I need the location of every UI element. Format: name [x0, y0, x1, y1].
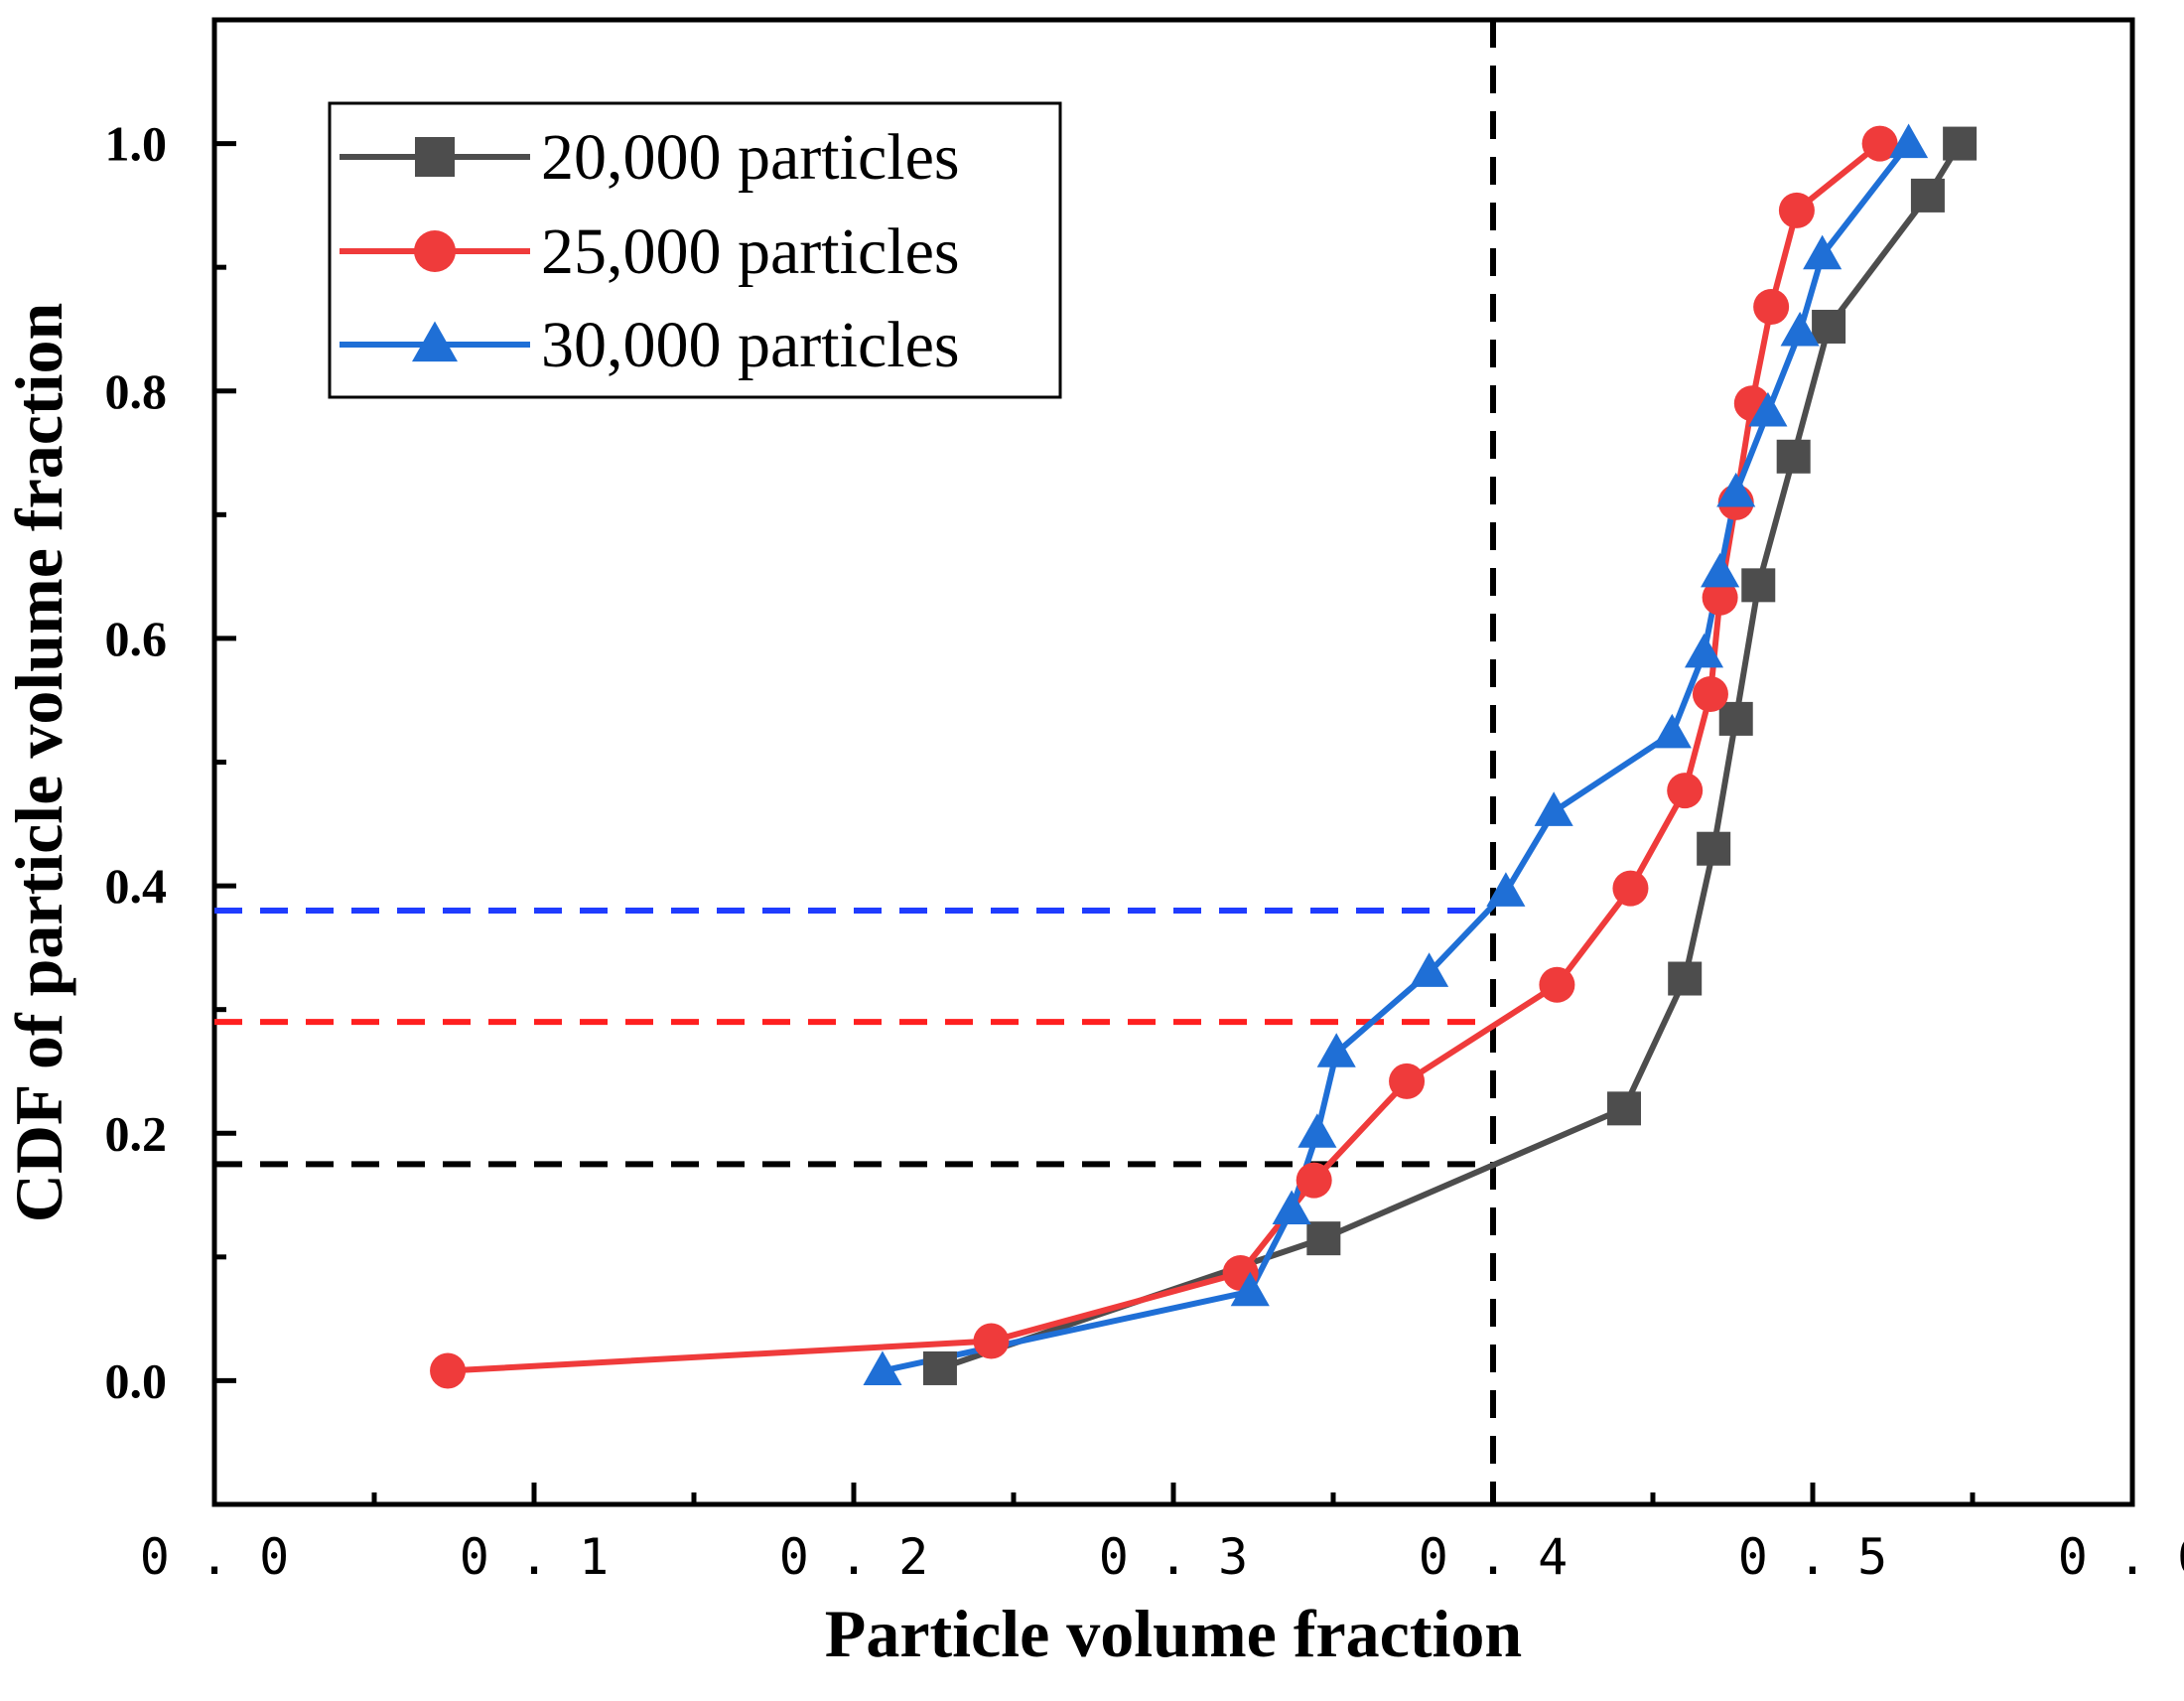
- data-point-s2-8: [1667, 773, 1704, 809]
- legend-label-3: 30,000 particles: [541, 309, 960, 381]
- legend-items: 20,000 particles 25,000 particles 30,000 p…: [340, 121, 960, 381]
- y-tick-label: 0.0: [105, 1352, 168, 1408]
- data-point-s3-3: [1272, 1190, 1311, 1225]
- data-point-s2-6: [1539, 966, 1575, 1003]
- data-point-s3-12: [1716, 472, 1756, 507]
- data-point-s2-5: [1389, 1063, 1426, 1099]
- data-point-s1-5: [1697, 831, 1731, 866]
- data-point-s3-4: [1297, 1113, 1337, 1148]
- axis-tick-labels: 0 . 0 0 . 1 0 . 2 0 . 3 0 . 4 0 . 5 0 . 6 0.0 0.…: [105, 116, 2184, 1586]
- x-tick-label: 0 . 4: [1419, 1528, 1569, 1586]
- data-point-s1-7: [1741, 568, 1776, 603]
- data-point-s1-6: [1718, 701, 1753, 736]
- reference-lines: [214, 20, 1496, 1504]
- data-point-s1-2: [1306, 1221, 1341, 1256]
- data-point-s1-8: [1776, 439, 1811, 474]
- data-point-s3-2: [1230, 1271, 1270, 1307]
- data-point-s3-8: [1534, 791, 1573, 826]
- data-point-s3-7: [1486, 872, 1526, 907]
- y-tick-label: 0.6: [105, 611, 168, 666]
- x-axis-title: Particle volume fraction: [825, 1596, 1522, 1671]
- data-point-s2-10: [1702, 579, 1738, 616]
- data-point-s2-14: [1778, 192, 1815, 228]
- y-tick-label: 1.0: [105, 116, 168, 172]
- data-point-s2-13: [1753, 289, 1790, 326]
- data-point-s2-7: [1612, 870, 1649, 907]
- data-point-s3-11: [1701, 552, 1740, 588]
- data-point-s1-3: [1607, 1091, 1642, 1126]
- x-tick-label: 0 . 3: [1099, 1528, 1249, 1586]
- data-point-s3-1: [863, 1350, 902, 1385]
- x-tick-label: 0 . 1: [460, 1528, 610, 1586]
- data-point-s2-9: [1692, 675, 1728, 712]
- data-point-s3-10: [1684, 633, 1724, 668]
- series-markers: [430, 123, 1978, 1389]
- data-point-s1-4: [1668, 961, 1703, 996]
- x-tick-label: 0 . 6: [2058, 1528, 2184, 1586]
- data-point-s2-15: [1861, 125, 1898, 162]
- legend: 20,000 particles 25,000 particles 30,000 p…: [328, 101, 1062, 399]
- data-point-s3-14: [1780, 311, 1820, 347]
- data-point-s3-13: [1748, 391, 1788, 427]
- x-tick-label: 0 . 2: [779, 1528, 929, 1586]
- legend-marker-3: [412, 321, 458, 362]
- x-tick-label: 0 . 5: [1738, 1528, 1888, 1586]
- legend-label-2: 25,000 particles: [541, 215, 960, 288]
- x-tick-label: 0 . 0: [140, 1528, 290, 1586]
- legend-marker-1: [415, 137, 455, 177]
- y-axis-title: CDF of particle volume fraction: [1, 303, 76, 1223]
- data-point-s1-1: [922, 1350, 957, 1385]
- y-tick-label: 0.8: [105, 363, 168, 419]
- data-point-s2-4: [1296, 1162, 1332, 1199]
- y-tick-label: 0.4: [105, 858, 168, 914]
- data-point-s3-16: [1889, 123, 1929, 159]
- legend-label-1: 20,000 particles: [541, 121, 960, 194]
- data-point-s3-15: [1803, 234, 1843, 270]
- data-point-s2-1: [430, 1352, 467, 1389]
- data-point-s1-11: [1943, 126, 1978, 161]
- data-point-s3-9: [1652, 713, 1692, 749]
- data-point-s3-6: [1410, 952, 1449, 987]
- data-point-s3-5: [1316, 1033, 1356, 1067]
- data-point-s1-9: [1812, 309, 1846, 344]
- axis-ticks: [211, 17, 2135, 1507]
- data-point-s2-2: [973, 1323, 1010, 1359]
- data-point-s1-10: [1910, 178, 1945, 213]
- legend-marker-2: [414, 230, 456, 272]
- y-tick-label: 0.2: [105, 1105, 168, 1161]
